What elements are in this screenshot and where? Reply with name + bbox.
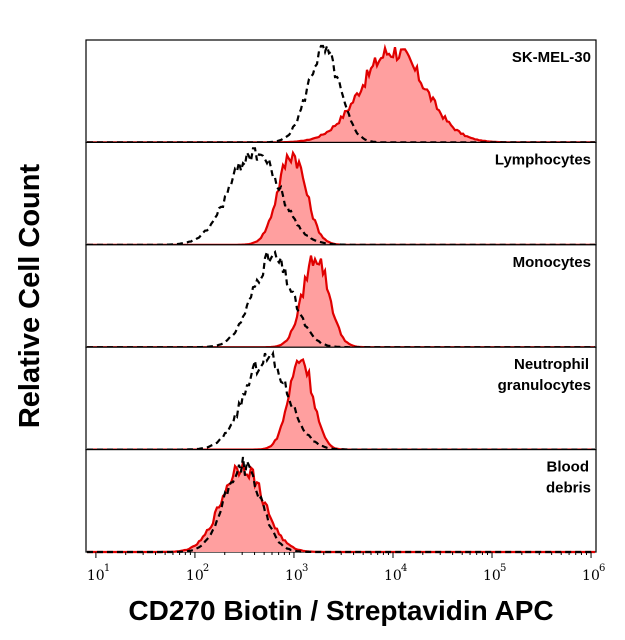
x-tick-label: 10 xyxy=(384,568,402,584)
x-tick-label: 10 xyxy=(582,568,600,584)
x-axis-ticks: 10 1 10 2 10 3 10 4 10 5 10 6 xyxy=(87,552,605,584)
panel-label: Blood debris xyxy=(546,459,591,497)
panel-label-line: Monocytes xyxy=(513,254,591,271)
x-tick-exponent: 6 xyxy=(599,563,605,574)
x-tick-label: 10 xyxy=(285,568,303,584)
panel-label-line: SK-MEL-30 xyxy=(512,49,591,66)
panel-label: Lymphocytes xyxy=(495,151,591,168)
panel-label: SK-MEL-30 xyxy=(512,49,591,66)
histogram-panel: Lymphocytes xyxy=(85,141,597,246)
x-tick-exponent: 3 xyxy=(302,563,308,574)
x-tick-label: 10 xyxy=(186,568,204,584)
x-tick-label: 10 xyxy=(87,568,105,584)
panel-label-line: Lymphocytes xyxy=(495,151,591,168)
panel-frame xyxy=(85,141,597,246)
x-tick-label: 10 xyxy=(483,568,501,584)
panel-label-line: granulocytes xyxy=(498,377,591,394)
panel-label-line: debris xyxy=(546,480,591,497)
y-axis-label: Relative Cell Count xyxy=(14,164,46,429)
panel-frame xyxy=(85,244,597,348)
panel-label: Monocytes xyxy=(513,254,591,271)
histogram-panels: SK-MEL-30 Lymphocytes Monocytes Neutrophil g… xyxy=(85,39,597,554)
x-tick-exponent: 1 xyxy=(104,563,110,574)
x-tick-exponent: 5 xyxy=(500,563,506,574)
histogram-panel: Blood debris xyxy=(85,449,597,554)
x-tick-exponent: 4 xyxy=(401,563,407,574)
x-tick-exponent: 2 xyxy=(203,563,209,574)
stained-histogram-fill xyxy=(87,462,595,552)
panel-label: Neutrophil granulocytes xyxy=(498,356,591,394)
panel-frame xyxy=(85,449,597,553)
histogram-panel: Neutrophil granulocytes xyxy=(85,346,597,451)
panel-label-line: Neutrophil xyxy=(514,356,589,373)
histogram-panel: Monocytes xyxy=(85,244,597,349)
histogram-panel: SK-MEL-30 xyxy=(85,39,597,144)
panel-label-line: Blood xyxy=(547,459,590,476)
stained-histogram-fill xyxy=(87,47,595,143)
x-axis-label: CD270 Biotin / Streptavidin APC xyxy=(128,595,553,626)
